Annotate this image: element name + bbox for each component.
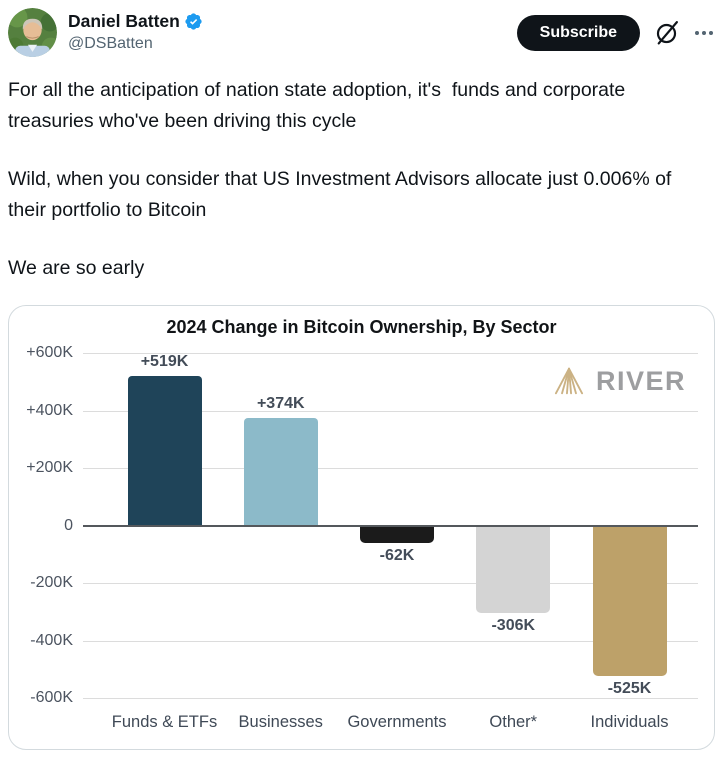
x-axis-category-label: Other* [489,713,538,731]
x-axis-category-label: Businesses [238,713,323,731]
tweet-paragraph: We are so early [8,257,145,279]
author-names: Daniel Batten @DSBatten [68,8,517,53]
dot-icon [709,30,713,35]
gridline [83,698,698,699]
tweet-header: Daniel Batten @DSBatten Subscribe [0,0,723,57]
gridline [83,410,698,412]
y-axis-tick-label: +600K [26,344,73,361]
y-axis-tick-label: +200K [26,459,73,476]
grok-icon[interactable] [653,19,680,46]
bar-businesses [243,417,318,526]
chart-title: 2024 Change in Bitcoin Ownership, By Sec… [166,317,557,337]
dot-icon [695,30,699,35]
y-axis-tick-label: +400K [26,401,73,419]
tweet-text: For all the anticipation of nation state… [0,57,723,284]
bar-funds-etfs [127,376,202,526]
zero-axis-line [83,524,698,527]
gridline [83,353,698,354]
y-axis-tick-label: -200K [30,574,73,591]
gridline [83,640,698,642]
x-axis-category-label: Individuals [590,713,669,731]
river-logo-text: RIVER [595,365,686,396]
author-handle[interactable]: @DSBatten [68,35,153,52]
bar-value-label: -525K [607,680,652,698]
y-axis-tick-label: -400K [30,631,73,649]
chart-card[interactable]: 2024 Change in Bitcoin Ownership, By Sec… [8,305,715,750]
gridline [83,583,698,584]
avatar-image [8,8,57,57]
verified-badge-icon [185,13,202,30]
river-logo-icon [554,367,584,395]
subscribe-button[interactable]: Subscribe [516,15,640,51]
bar-value-label: -62K [379,547,415,565]
bar-other- [476,525,551,614]
display-name[interactable]: Daniel Batten [68,11,180,31]
dot-icon [702,30,706,35]
more-options-button[interactable] [693,27,715,39]
bar-value-label: -306K [491,617,536,635]
river-watermark: RIVER [551,364,686,398]
bar-value-label: +374K [256,394,305,412]
chart-plot-area: +600K +400K +200K 0 -200K -400K -600K +519K Fund… [9,306,714,749]
tweet-paragraph: For all the anticipation of nation state… [8,79,631,132]
tweet-paragraph: Wild, when you consider that US Investme… [8,168,677,221]
bar-governments [360,525,434,544]
avatar[interactable] [8,8,57,57]
gridline [83,468,698,469]
header-actions: Subscribe [516,8,715,51]
x-axis-category-label: Governments [347,713,447,731]
y-axis-tick-label: 0 [64,516,73,534]
bar-individuals [592,525,667,677]
y-axis-tick-label: -600K [30,689,73,706]
x-axis-category-label: Funds & ETFs [111,713,218,731]
bar-value-label: +519K [140,353,189,371]
